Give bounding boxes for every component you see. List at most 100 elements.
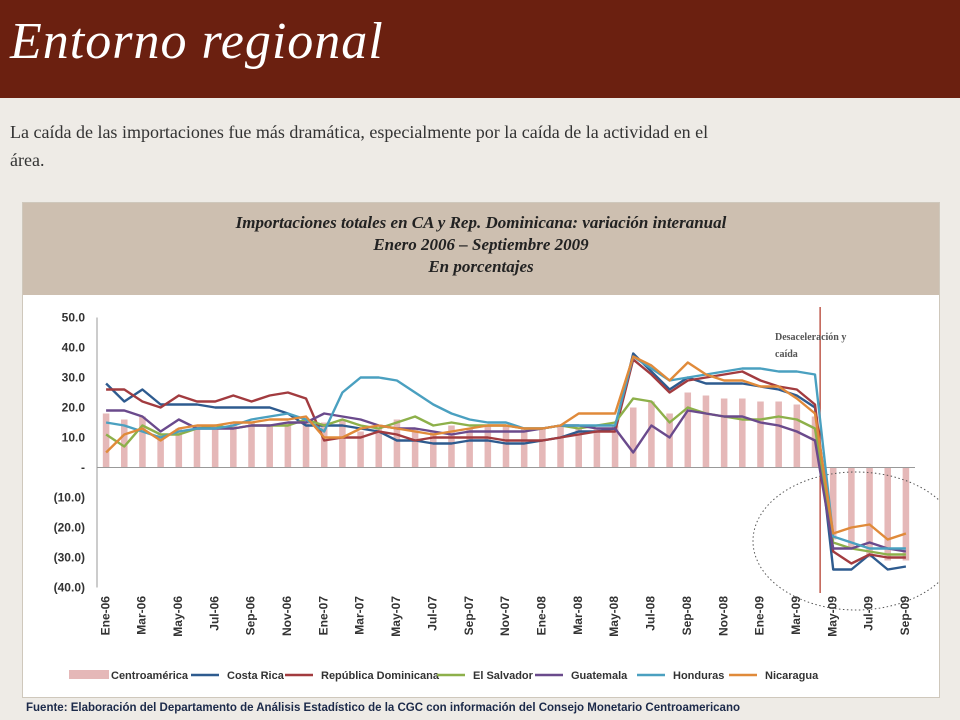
y-tick-label: 10.0 [62,431,86,445]
annotation-text: caída [775,349,798,360]
bar [557,425,564,468]
bar [430,431,437,468]
series-line [105,355,907,541]
x-tick-label: Jul-06 [207,596,221,631]
bar [211,425,219,468]
chart-subtitle-period: Enero 2006 – Septiembre 2009 [373,235,589,254]
x-tick-label: May-09 [825,596,839,637]
y-tick-label: 40.0 [62,341,86,355]
y-tick-label: 50.0 [62,311,86,325]
bar [720,398,728,468]
x-tick-label: Sep-09 [898,596,912,636]
x-tick-label: Sep-06 [244,596,258,636]
bar [102,413,110,468]
highlight-ellipse [752,471,939,611]
x-tick-label: Nov-06 [280,596,294,636]
chart-title-box: Importaciones totales en CA y Rep. Domin… [23,203,939,295]
x-tick-label: May-06 [171,596,185,637]
bar [684,392,692,468]
bar [411,428,419,468]
bar [520,428,528,468]
x-tick-label: Jul-07 [425,596,439,631]
x-tick-label: Mar-09 [789,596,803,635]
bar [393,419,401,468]
chart-title: Importaciones totales en CA y Rep. Domin… [235,213,727,232]
bar [866,467,873,558]
bar [539,428,546,468]
bar [775,401,782,468]
x-tick-label: Mar-06 [135,596,149,635]
legend-label: Guatemala [571,670,628,682]
bar [230,422,237,468]
bar [193,425,201,468]
legend-label: República Dominicana [321,670,440,682]
x-tick-label: May-08 [607,596,621,637]
bar [739,398,746,468]
x-tick-label: Sep-07 [462,596,476,636]
bar [448,425,455,468]
bar [793,404,801,468]
intro-text: La caída de las importaciones fue más dr… [10,122,709,170]
y-tick-label: 30.0 [62,371,86,385]
y-tick-label: (30.0) [54,551,85,565]
bar [611,425,619,468]
series-line [105,352,907,571]
bar [848,467,855,549]
bar [157,434,164,468]
bar [593,428,601,468]
annotation-text: Desaceleración y [775,332,846,343]
source-note: Fuente: Elaboración del Departamento de … [26,702,740,714]
bar [120,419,128,468]
bar [902,467,910,561]
y-tick-label: (10.0) [54,491,85,505]
y-tick-label: (40.0) [54,581,85,595]
bar [757,401,764,468]
x-tick-label: Nov-08 [716,596,730,636]
series-line [106,358,906,565]
x-tick-label: Jul-09 [862,596,876,631]
bar [284,422,292,468]
bar [629,407,637,468]
legend-label: Honduras [673,670,724,682]
bar [575,428,582,468]
x-tick-label: May-07 [389,596,403,637]
bar [502,425,510,468]
bar [175,428,183,468]
x-tick-label: Mar-08 [571,596,585,635]
bar [648,401,655,468]
bar [302,419,310,468]
bar [339,419,346,468]
bar [484,425,492,468]
x-tick-label: Ene-08 [535,596,549,636]
x-tick-label: Ene-06 [98,596,112,636]
bar [829,467,837,540]
legend-swatch [69,670,109,679]
chart-subtitle-unit: En porcentajes [428,257,534,276]
bar [702,395,710,468]
y-tick-label: 20.0 [62,401,86,415]
title-bar: Entorno regional [0,0,960,98]
slide-title: Entorno regional [10,13,384,70]
x-tick-label: Ene-07 [316,596,330,636]
bar [884,467,892,561]
legend-label: El Salvador [473,670,534,682]
bar [320,422,328,468]
chart-panel: 50.0 40.0 30.0 20.0 10.0 - (10.0) (20.0) (30.0) (… [22,202,940,698]
y-tick-label: (20.0) [54,521,85,535]
bar [375,428,383,468]
x-tick-label: Mar-07 [353,596,367,635]
bar [139,416,146,468]
bar [466,428,473,468]
x-tick-label: Nov-07 [498,596,512,636]
bar [666,413,673,468]
x-tick-label: Ene-09 [753,596,767,636]
legend-label: Costa Rica [227,670,285,682]
bar [248,422,255,468]
legend-label: Centroamérica [111,670,189,682]
legend-label: Nicaragua [765,670,819,682]
chart-svg: 50.0 40.0 30.0 20.0 10.0 - (10.0) (20.0) (30.0) (… [54,307,939,682]
y-tick-label: - [81,461,85,475]
x-tick-label: Jul-08 [644,596,658,631]
bar [357,431,364,468]
x-tick-label: Sep-08 [680,596,694,636]
